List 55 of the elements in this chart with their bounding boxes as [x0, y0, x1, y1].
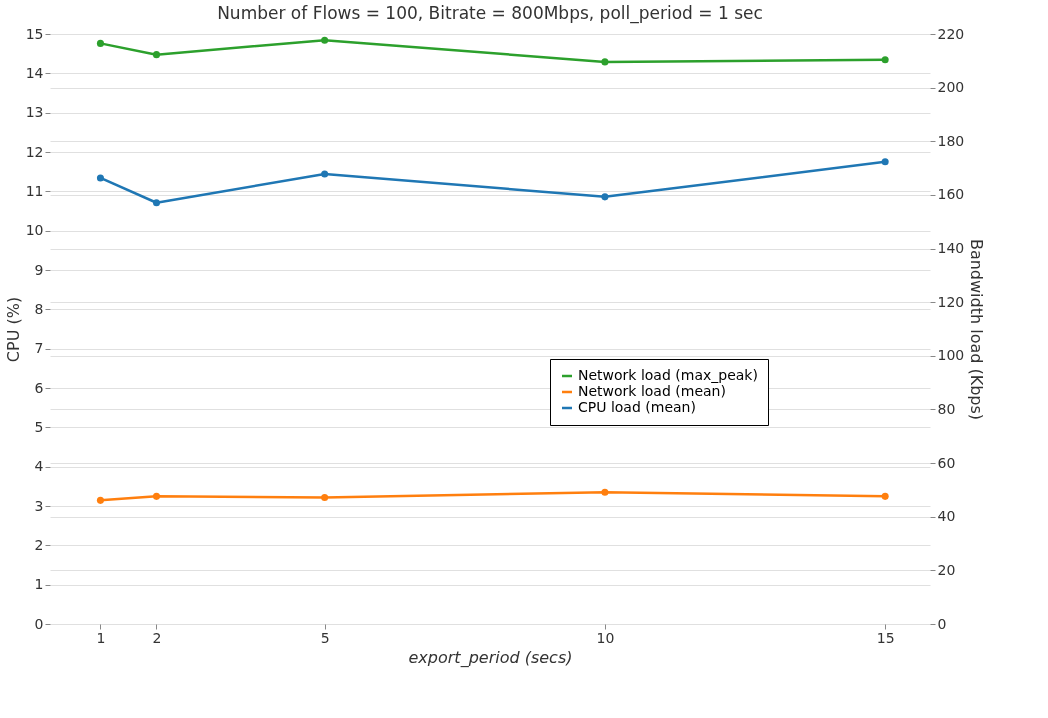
point	[96, 174, 104, 182]
y-tick-label: 2	[34, 536, 44, 553]
point	[152, 492, 161, 500]
x-tick-label: 10	[596, 629, 615, 646]
point	[152, 51, 161, 59]
x-tick-label: 5	[320, 629, 330, 646]
y-tick-label: 14	[25, 64, 44, 81]
legend-label: Network load (mean)	[578, 383, 726, 399]
y-tick-label: 1	[34, 576, 44, 593]
point	[601, 58, 609, 66]
x-axis-title: export_period (secs)	[408, 647, 573, 668]
legend-label: Network load (max_peak)	[578, 367, 758, 383]
y-tick-label: 10	[25, 222, 44, 239]
y2-tick-label: 140	[937, 240, 965, 257]
y-axis-title: CPU (%)	[3, 296, 23, 363]
y-tick-label: 9	[34, 261, 44, 278]
y-tick-label: 3	[34, 497, 44, 514]
point	[601, 193, 609, 201]
y2-tick-label: 100	[937, 347, 965, 364]
chart-title: Number of Flows = 100, Bitrate = 800Mbps, poll_period = 1 sec	[217, 3, 763, 24]
y2-tick-label: 200	[937, 79, 965, 96]
y-tick-label: 15	[25, 25, 44, 42]
point	[321, 36, 329, 44]
y-tick-label: 5	[34, 418, 44, 435]
point	[152, 199, 161, 207]
y-tick-label: 8	[34, 300, 44, 317]
point	[881, 56, 889, 64]
y2-tick-label: 160	[937, 186, 965, 203]
y-tick-label: 4	[34, 458, 44, 475]
point	[881, 158, 889, 166]
point	[96, 39, 104, 47]
y2-tick-label: 180	[937, 132, 965, 149]
x-tick-label: 15	[876, 629, 895, 646]
point	[96, 496, 104, 504]
y2-tick-label: 120	[937, 293, 965, 310]
y2-tick-label: 60	[937, 454, 956, 471]
x-tick-label: 1	[96, 629, 106, 646]
y-tick-label: 7	[34, 340, 44, 357]
y2-tick-label: 220	[937, 25, 965, 42]
legend-label: CPU load (mean)	[578, 399, 696, 415]
y-tick-label: 11	[25, 182, 44, 199]
point	[601, 488, 609, 496]
y2-tick-label: 80	[937, 400, 956, 417]
y2-tick-label: 0	[937, 615, 947, 632]
y2-tick-label: 20	[937, 561, 956, 578]
y2-axis-title: Bandwidth load (Kbps)	[967, 238, 987, 421]
x-tick-label: 2	[152, 629, 162, 646]
y-tick-label: 13	[25, 104, 44, 121]
y-tick-label: 0	[34, 615, 44, 632]
y-tick-label: 12	[25, 143, 44, 160]
y2-tick-label: 40	[937, 508, 956, 525]
point	[321, 170, 329, 178]
point	[321, 493, 329, 501]
y-tick-label: 6	[34, 379, 44, 396]
point	[881, 492, 889, 500]
